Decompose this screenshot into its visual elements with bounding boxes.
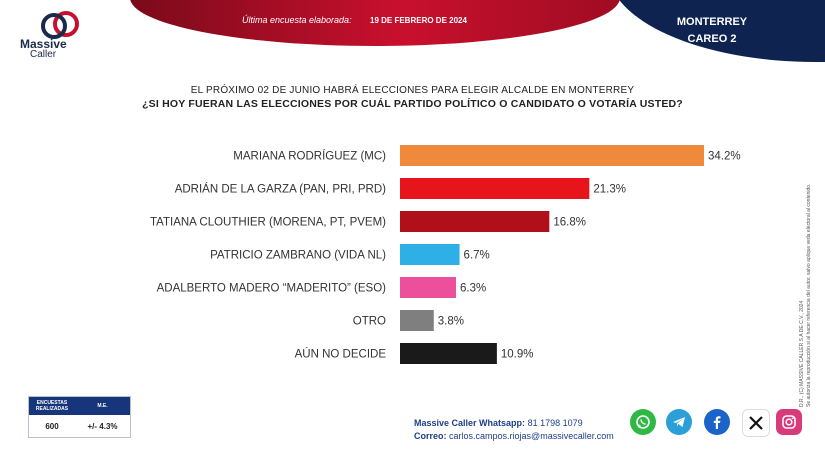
- margin-error-value: +/- 4.3%: [87, 421, 118, 431]
- sample-stats-table: ENCUESTAS REALIZADAS M.E. 600 +/- 4.3%: [28, 396, 131, 438]
- value-label: 6.7%: [464, 250, 490, 262]
- value-label: 34.2%: [708, 151, 741, 163]
- category-label: AÚN NO DECIDE: [295, 348, 387, 361]
- facebook-icon[interactable]: [704, 409, 730, 435]
- survey-date: 19 DE FEBRERO DE 2024: [370, 16, 467, 25]
- category-label: ADRIÁN DE LA GARZA (PAN, PRI, PRD): [175, 183, 386, 196]
- whatsapp-icon[interactable]: [630, 409, 656, 435]
- bar: [400, 211, 550, 232]
- bar: [400, 310, 434, 331]
- category-label: ADALBERTO MADERO “MADERITO” (ESO): [157, 283, 387, 295]
- value-label: 3.8%: [438, 316, 464, 328]
- bar: [400, 277, 456, 298]
- bar: [400, 244, 460, 265]
- bar: [400, 343, 497, 364]
- surveys-header: ENCUESTAS REALIZADAS: [35, 400, 69, 412]
- bar: [400, 145, 704, 166]
- brand-subname: Caller: [30, 49, 57, 60]
- massive-caller-logo-icon: [41, 11, 79, 39]
- bar: [400, 178, 590, 199]
- copyright-note: D.R., (C) MASSIVE CALLER S.A DE C.V., 20…: [799, 107, 813, 407]
- city-name: MONTERREY: [676, 16, 748, 28]
- email-contact: Correo: carlos.campos.riojas@massivecall…: [414, 431, 614, 441]
- brand-name: Massive: [20, 37, 67, 51]
- value-label: 10.9%: [501, 349, 534, 361]
- survey-date-label: Última encuesta elaborada:: [242, 15, 352, 25]
- email-address[interactable]: carlos.campos.riojas@massivecaller.com: [449, 431, 614, 441]
- whatsapp-contact: Massive Caller Whatsapp: 81 1798 1079: [414, 418, 583, 428]
- surveys-value: 600: [45, 421, 59, 431]
- question-intro: EL PRÓXIMO 02 DE JUNIO HABRÁ ELECCIONES …: [190, 85, 635, 96]
- question-main: ¿SI HOY FUERAN LAS ELECCIONES POR CUÁL P…: [142, 98, 683, 110]
- whatsapp-number[interactable]: 81 1798 1079: [527, 418, 583, 428]
- whatsapp-label: Massive Caller Whatsapp:: [414, 418, 526, 428]
- x-icon[interactable]: [742, 409, 770, 437]
- category-label: OTRO: [353, 316, 386, 328]
- email-label: Correo:: [414, 431, 447, 441]
- category-label: PATRICIO ZAMBRANO (VIDA NL): [210, 250, 386, 262]
- category-label: TATIANA CLOUTHIER (MORENA, PT, PVEM): [150, 217, 386, 229]
- reproduction-line: Se autoriza la reproducción si al hacer …: [806, 183, 812, 407]
- copyright-line: D.R., (C) MASSIVE CALLER S.A DE C.V., 20…: [799, 300, 805, 407]
- instagram-icon[interactable]: [776, 409, 802, 435]
- margin-error-header: M.E.: [97, 403, 108, 409]
- telegram-icon[interactable]: [666, 409, 692, 435]
- value-label: 21.3%: [593, 184, 626, 196]
- category-label: MARIANA RODRÍGUEZ (MC): [233, 150, 386, 163]
- region-label: MONTERREY CAREO 2: [632, 14, 792, 48]
- round-name: CAREO 2: [687, 33, 737, 45]
- value-label: 6.3%: [460, 283, 486, 295]
- value-label: 16.8%: [553, 217, 586, 229]
